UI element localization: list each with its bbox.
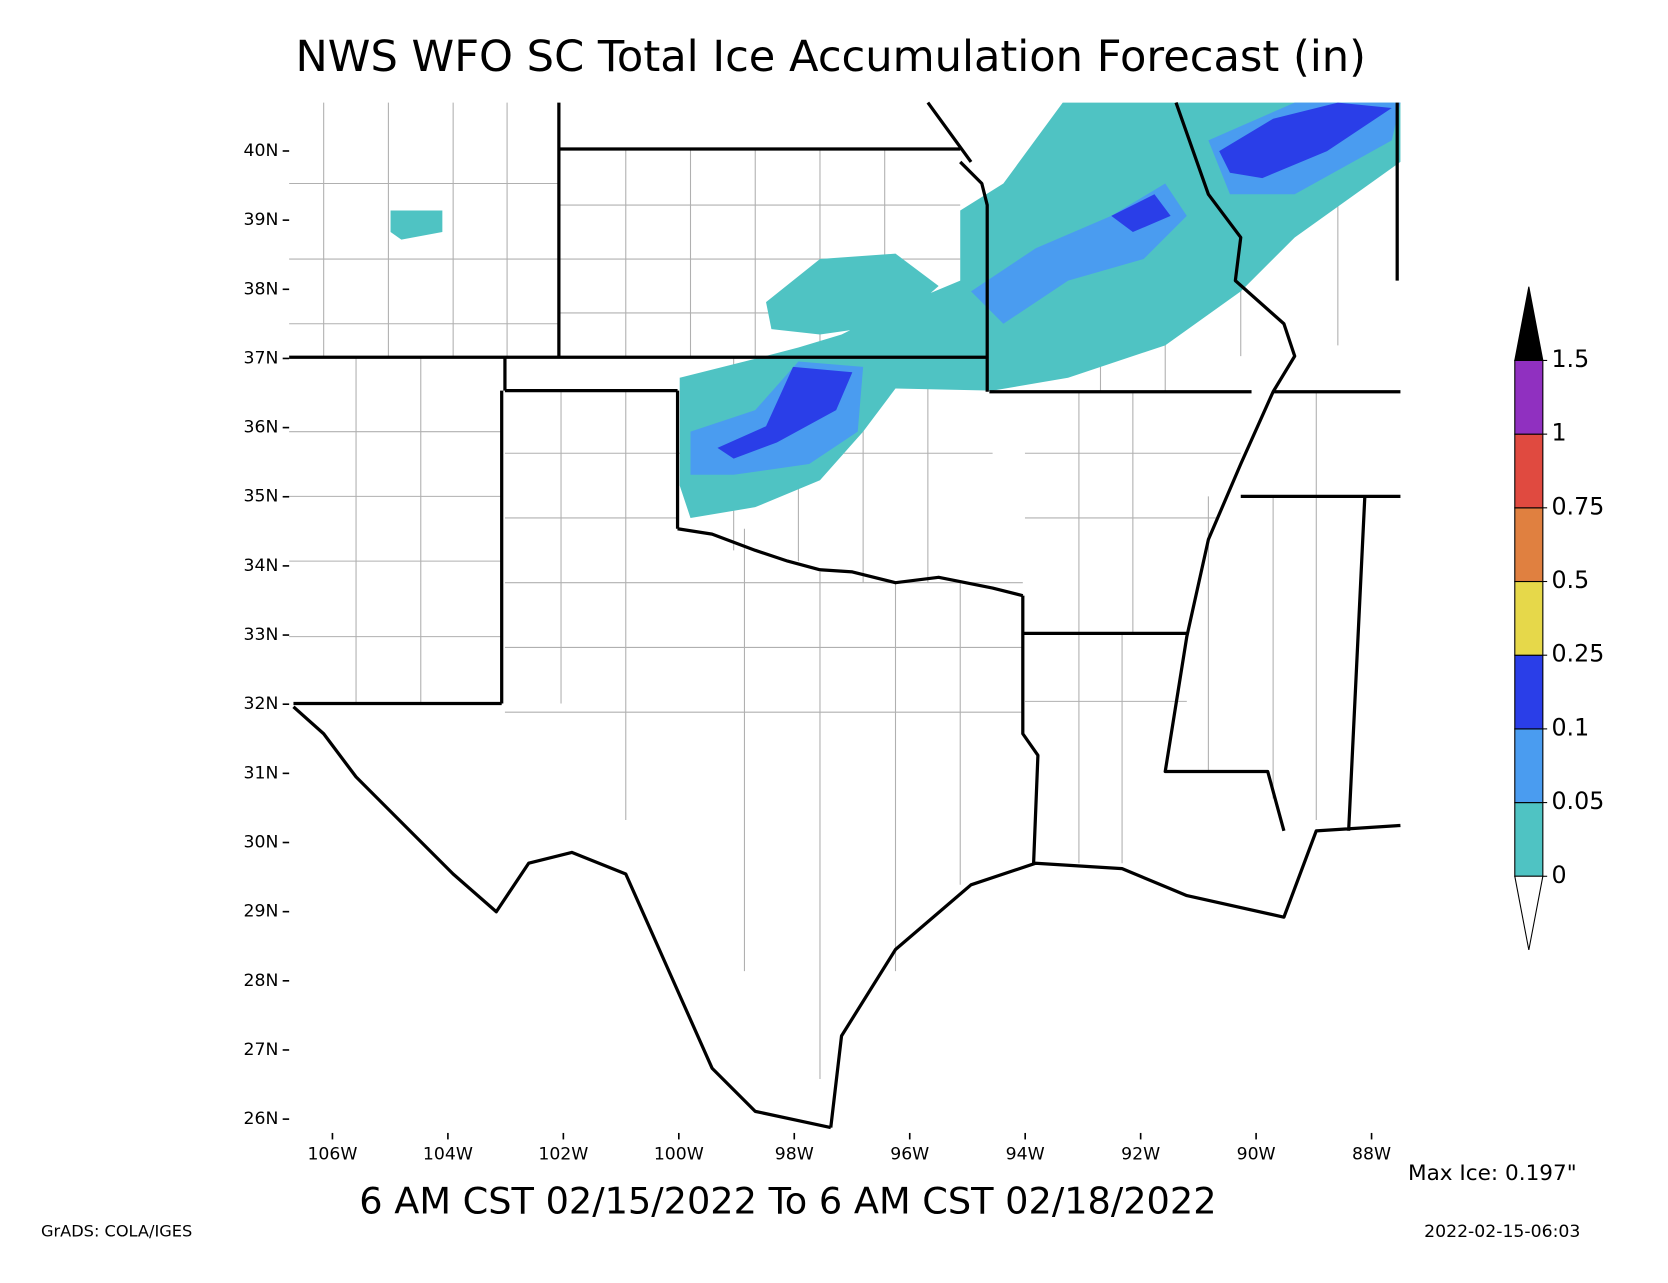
- y-tick-label: 34N: [244, 556, 279, 576]
- colorbar-label: 0.5: [1551, 566, 1589, 594]
- y-tick-label: 40N: [244, 141, 279, 161]
- subtitle: 6 AM CST 02/15/2022 To 6 AM CST 02/18/20…: [359, 1180, 1216, 1223]
- y-tick-label: 30N: [244, 833, 279, 853]
- colorbar-segment: [1514, 580, 1544, 656]
- colorbar-over: [1514, 286, 1544, 361]
- ice-accumulation: [390, 102, 1401, 518]
- ice-area: [717, 102, 1392, 459]
- ice-area: [690, 102, 1401, 475]
- x-tick-label: 102W: [538, 1145, 588, 1165]
- colorbar-under: [1514, 875, 1544, 951]
- y-tick-label: 32N: [244, 694, 279, 714]
- y-tick-label: 38N: [244, 279, 279, 299]
- colorbar-label: 1: [1551, 419, 1566, 447]
- y-tick-label: 33N: [244, 625, 279, 645]
- y-tick-label: 26N: [244, 1109, 279, 1129]
- footer-right: 2022-02-15-06:03: [1424, 1222, 1580, 1242]
- colorbar-segment: [1514, 728, 1544, 804]
- y-tick-label: 28N: [244, 971, 279, 991]
- ice-area: [679, 102, 1401, 518]
- x-tick-label: 94W: [1006, 1145, 1045, 1165]
- y-tick-label: 37N: [244, 348, 279, 368]
- y-tick-label: 36N: [244, 418, 279, 438]
- y-tick-label: 27N: [244, 1040, 279, 1060]
- state-borders: [289, 101, 1401, 1130]
- x-tick-label: 92W: [1121, 1145, 1160, 1165]
- colorbar-label: 0.1: [1551, 713, 1589, 741]
- axes: 26N 27N 28N 29N 30N 31N 32N 33N 34N 35N 36N 37N 38N 3…: [244, 141, 1392, 1165]
- map-area: [289, 101, 1401, 1133]
- y-tick-label: 29N: [244, 902, 279, 922]
- colorbar-segment: [1514, 654, 1544, 730]
- colorbar-segment: [1514, 802, 1544, 877]
- x-tick-label: 104W: [423, 1145, 473, 1165]
- ice-area: [390, 210, 443, 240]
- x-tick-label: 96W: [890, 1145, 929, 1165]
- x-tick-label: 90W: [1237, 1145, 1276, 1165]
- x-tick-label: 98W: [775, 1145, 814, 1165]
- x-tick-label: 106W: [307, 1145, 357, 1165]
- title: NWS WFO SC Total Ice Accumulation Foreca…: [296, 32, 1366, 82]
- colorbar-label: 0.25: [1551, 640, 1604, 668]
- colorbar: 0 0.05 0.1 0.25 0.5 0.75 1 1.5: [1514, 286, 1604, 951]
- colorbar-segment: [1514, 507, 1544, 583]
- x-tick-label: 88W: [1352, 1145, 1391, 1165]
- colorbar-label: 0: [1551, 861, 1566, 889]
- y-tick-label: 39N: [244, 210, 279, 230]
- colorbar-label: 0.75: [1551, 492, 1604, 520]
- colorbar-label: 0.05: [1551, 787, 1604, 815]
- colorbar-segment: [1514, 433, 1544, 509]
- max-ice: Max Ice: 0.197": [1408, 1161, 1577, 1186]
- x-tick-label: 100W: [654, 1145, 704, 1165]
- footer-left: GrADS: COLA/IGES: [41, 1222, 192, 1241]
- colorbar-segment: [1514, 359, 1544, 435]
- y-tick-label: 31N: [244, 763, 279, 783]
- y-tick-label: 35N: [244, 487, 279, 507]
- colorbar-label: 1.5: [1551, 345, 1589, 373]
